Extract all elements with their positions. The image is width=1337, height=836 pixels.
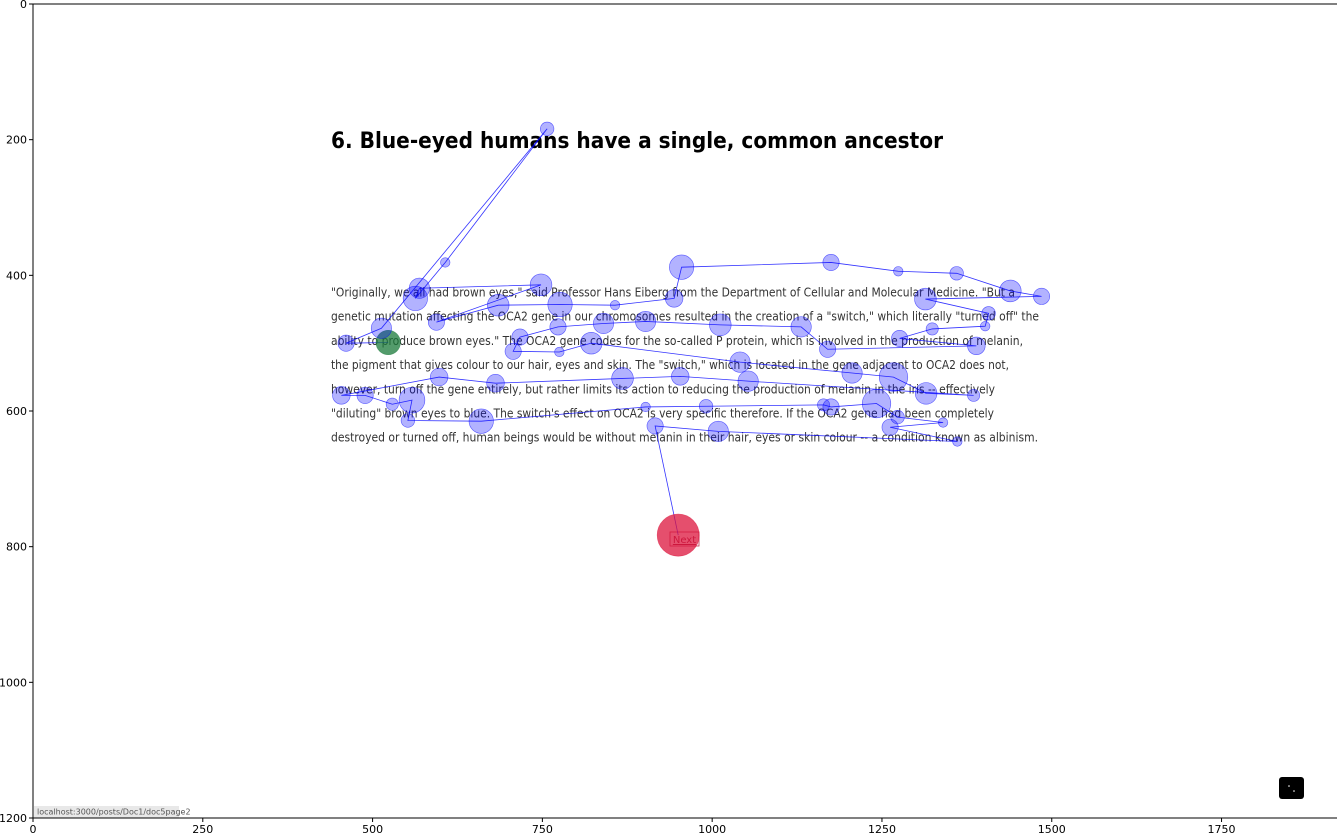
fixation	[504, 342, 522, 360]
fixation	[881, 418, 899, 436]
x-tick-label: 0	[30, 823, 37, 836]
paragraph-line: the pigment that gives colour to our hai…	[331, 358, 1009, 372]
fixation	[547, 291, 573, 318]
fixation	[398, 386, 426, 414]
fixation	[540, 121, 555, 136]
x-tick-label: 1250	[868, 823, 896, 836]
button-icon	[1288, 785, 1290, 787]
y-tick-label: 400	[6, 269, 27, 282]
fixation	[669, 254, 695, 280]
fixation	[640, 401, 651, 412]
x-tick-label: 750	[532, 823, 553, 836]
fixation	[580, 331, 603, 355]
fixation	[952, 436, 963, 447]
paragraph-line: "diluting" brown eyes to blue. The switc…	[331, 407, 994, 421]
paragraph-line: "Originally, we all had brown eyes," sai…	[331, 286, 1015, 300]
y-tick-label: 1000	[0, 676, 27, 689]
fixation	[817, 398, 830, 412]
fixation	[980, 321, 991, 332]
fixation	[529, 273, 553, 296]
feedback-button[interactable]	[1279, 777, 1304, 799]
x-tick-label: 250	[192, 823, 213, 836]
fixation	[385, 397, 399, 411]
fixation	[408, 277, 430, 299]
fixation	[611, 367, 634, 390]
paragraph-line: ability to produce brown eyes." The OCA2…	[331, 334, 1023, 348]
fixation	[893, 266, 904, 277]
paragraph-line: genetic mutation affecting the OCA2 gene…	[331, 310, 1039, 324]
last-fixation	[656, 513, 700, 557]
fixation	[487, 294, 510, 317]
fixation	[635, 310, 657, 332]
fixation	[841, 362, 863, 384]
fixation	[819, 340, 837, 358]
fixation	[914, 287, 937, 311]
fixation	[925, 322, 939, 336]
fixation	[914, 382, 938, 405]
fixation	[593, 313, 614, 334]
fixation	[430, 367, 449, 387]
fixation	[402, 285, 428, 311]
y-tick-label: 0	[20, 0, 27, 11]
button-icon	[1293, 790, 1295, 792]
paragraph-line: however, turn off the gene entirely, but…	[331, 382, 995, 396]
x-tick-label: 500	[362, 823, 383, 836]
paragraph-line: destroyed or turned off, human beings wo…	[331, 431, 1038, 445]
fixation	[891, 329, 909, 347]
fixation	[427, 313, 445, 331]
x-tick-label: 1000	[698, 823, 726, 836]
fixation	[468, 408, 494, 434]
scanpath	[332, 121, 1051, 557]
fixation	[671, 367, 690, 386]
y-tick-label: 800	[6, 541, 27, 554]
fixation	[981, 306, 996, 321]
x-tick-label: 1750	[1208, 823, 1236, 836]
status-bar	[34, 806, 179, 818]
fixation	[554, 346, 565, 358]
fixation	[967, 336, 986, 356]
first-fixation	[375, 329, 401, 356]
fixation	[729, 351, 751, 373]
fixation	[549, 318, 567, 336]
fixation	[878, 362, 909, 392]
fixation	[400, 413, 415, 428]
fixation	[486, 374, 505, 393]
fixation	[790, 316, 812, 338]
fixation	[999, 279, 1022, 303]
fixation	[698, 399, 714, 414]
fixation	[511, 328, 529, 346]
fixation	[337, 334, 355, 352]
fixation	[938, 417, 949, 428]
y-tick-label: 600	[6, 405, 27, 418]
fixation	[665, 289, 684, 308]
fixation	[861, 388, 892, 419]
fixation	[370, 317, 392, 339]
fixation	[646, 417, 664, 435]
fixation	[609, 300, 621, 311]
fixation	[440, 257, 451, 268]
fixation	[822, 253, 840, 271]
fixation	[967, 388, 981, 402]
status-url: localhost:3000/posts/Doc1/doc5page2	[37, 808, 191, 817]
fixation	[1033, 287, 1051, 305]
page-title: 6. Blue-eyed humans have a single, commo…	[331, 129, 943, 154]
fixation	[949, 266, 964, 281]
fixation	[709, 313, 732, 337]
y-tick-label: 200	[6, 134, 27, 147]
fixation	[356, 386, 374, 404]
y-tick-label: 1200	[0, 812, 27, 825]
fixation	[707, 420, 729, 442]
x-tick-label: 1500	[1038, 823, 1066, 836]
fixation	[737, 370, 759, 392]
fixation	[332, 386, 351, 405]
paragraph: "Originally, we all had brown eyes," sai…	[331, 286, 1039, 445]
scanpath-line	[341, 128, 1042, 536]
fixation	[822, 398, 840, 416]
